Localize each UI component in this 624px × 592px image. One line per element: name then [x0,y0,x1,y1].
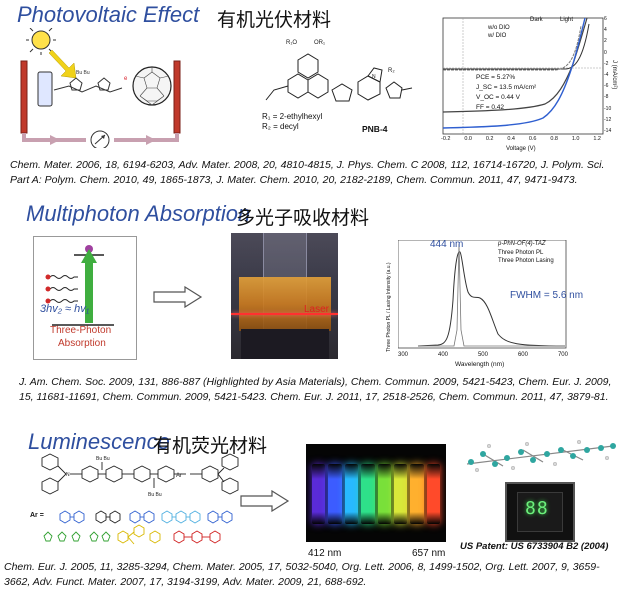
jv-curve-chart [442,17,604,135]
pl-ylabel: Three Photon PL / Lasing Intensity (a.u.… [386,262,392,352]
jv-xtick: 0.2 [485,136,494,142]
pnb4-structure: R₁O OR₁ R₂ N [265,40,413,102]
ammeter-icon [90,130,110,148]
right-arrow-icon [240,490,290,512]
sun-icon [26,28,56,55]
svg-text:Bu Bu: Bu Bu [96,456,110,462]
jv-xtick: -0.2 [441,136,451,142]
legend-row-with-dio: w/ DIO [488,33,507,39]
pl-xlabel: Wavelength (nm) [455,361,505,368]
jv-xticks: -0.2 0.0 0.2 0.4 0.6 0.8 1.0 1.2 [441,136,601,142]
jv-yticks: 6 4 2 0 -2 -4 -6 -8 -10 -12 -14 [604,16,611,134]
svg-text:Bu Bu: Bu Bu [76,70,90,76]
section-title-luminescence: Luminescence [28,429,170,454]
laser-vial-photo [231,233,338,359]
three-photon-pl-chart [398,240,567,349]
r2-label: R₂ = decyl [262,122,299,131]
jv-xtick: 1.2 [593,136,601,142]
ball-stick-model [466,439,616,473]
section-title-photovoltaic: Photovoltaic Effect [17,2,200,27]
jv-ytick: -12 [604,116,612,123]
stat-pce: PCE = 5.27% [476,74,516,81]
diagram-caption-line2: Absorption [58,338,106,349]
jv-xtick: 0.0 [464,136,472,142]
legend-header-light: Light [560,17,574,23]
oled-device-photo: 88 [505,482,575,542]
luminescent-structures: N Bu Bu Ar Bu Bu [41,453,239,545]
fluorescent-vial [328,464,342,524]
jv-ytick: -10 [604,105,612,112]
solar-cell-illustration: Bu Bu e [20,28,181,148]
jv-ytick: -14 [604,127,612,134]
svg-text:R₂: R₂ [388,68,395,74]
patent-label: US Patent: US 6733904 B2 (2004) [460,541,609,552]
jv-ytick: -2 [604,60,609,67]
svg-text:R₁O: R₁O [286,40,297,46]
diagram-caption-line1: Three-Photon [50,325,112,336]
photon-energy-equation: 3hv₂ ≈ hv₁ [40,303,90,315]
jv-ytick: -4 [604,71,609,78]
pl-xtick: 300 [398,352,409,358]
svg-text:OR₁: OR₁ [314,40,325,46]
pl-legend-item: Three Photon PL [498,250,544,256]
pl-xtick: 500 [477,352,488,358]
vial-range-right: 657 nm [412,548,446,559]
jv-ytick: -6 [604,83,609,90]
svg-text:Ar: Ar [176,473,182,479]
fluorescent-vial [393,464,408,524]
pl-xtick: 400 [437,352,448,358]
fluorescent-vial [377,464,391,524]
svg-text:N: N [66,472,70,478]
jv-ytick: -8 [604,94,609,101]
vial-range-left: 412 nm [308,548,342,559]
fwhm-label: FWHM = 5.6 nm [510,290,584,301]
stat-voc: V_OC = 0.44 V [476,94,520,101]
references-photovoltaic: Chem. Mater. 2006, 18, 6194-6203, Adv. M… [10,159,605,186]
fluorescent-vial [344,464,359,524]
fullerene-icon [132,66,172,106]
pl-xticks: 300 400 500 600 700 [398,352,568,358]
svg-text:Bu Bu: Bu Bu [148,492,162,498]
section-title-multiphoton: Multiphoton Absorption [26,201,251,226]
section-cn-title-multiphoton: 多光子吸收材料 [236,207,370,229]
svg-text:e: e [124,76,128,82]
references-multiphoton: J. Am. Chem. Soc. 2009, 131, 886-887 (Hi… [19,376,612,403]
stat-ff: FF = 0.42 [476,104,504,111]
r1-label: R₁ = 2-ethylhexyl [262,112,323,121]
jv-xtick: 1.0 [571,136,580,142]
references-luminescence: Chem. Eur. J. 2005, 11, 3285-3294, Chem.… [4,561,600,588]
fluorescent-vial [426,464,440,524]
section-cn-title-photovoltaic: 有机光伏材料 [217,9,332,31]
jv-ytick: 4 [604,27,607,34]
pl-xtick: 700 [557,352,568,358]
pl-legend-item: Three Photon Lasing [498,258,554,264]
peak-label: 444 nm [430,239,464,250]
legend-header-dark: Dark [530,17,543,23]
pl-legend-title: p-PhN-OF(4)-TAZ [498,241,546,247]
three-photon-diagram: 3hv₂ ≈ hv₁ Three-Photon Absorption [33,236,137,360]
jv-xtick: 0.6 [528,136,537,142]
jv-xlabel: Voltage (V) [506,146,536,152]
fluorescent-vials-photo [306,444,446,542]
jv-ytick: 0 [604,49,607,56]
section-cn-title-luminescence: 有机荧光材料 [153,435,268,457]
fluorescent-vial [361,464,375,524]
ar-label: Ar = [30,512,44,519]
fluorescent-vial [312,464,326,524]
jv-ytick: 2 [604,38,607,45]
fluorescent-vial [410,464,424,524]
pl-xtick: 600 [517,352,528,358]
stat-jsc: J_SC = 13.5 mA/cm² [476,84,537,91]
compound-name: PNB-4 [362,124,388,134]
jv-xtick: 0.4 [507,136,515,142]
jv-ytick: 6 [604,16,607,22]
jv-ylabel: J (mA/cm²) [611,60,617,90]
laser-label: Laser [304,304,330,315]
right-arrow-icon [153,286,203,308]
legend-row-without-dio: w/o DIO [488,25,510,31]
jv-xtick: 0.8 [550,136,558,142]
svg-text:N: N [372,74,376,80]
